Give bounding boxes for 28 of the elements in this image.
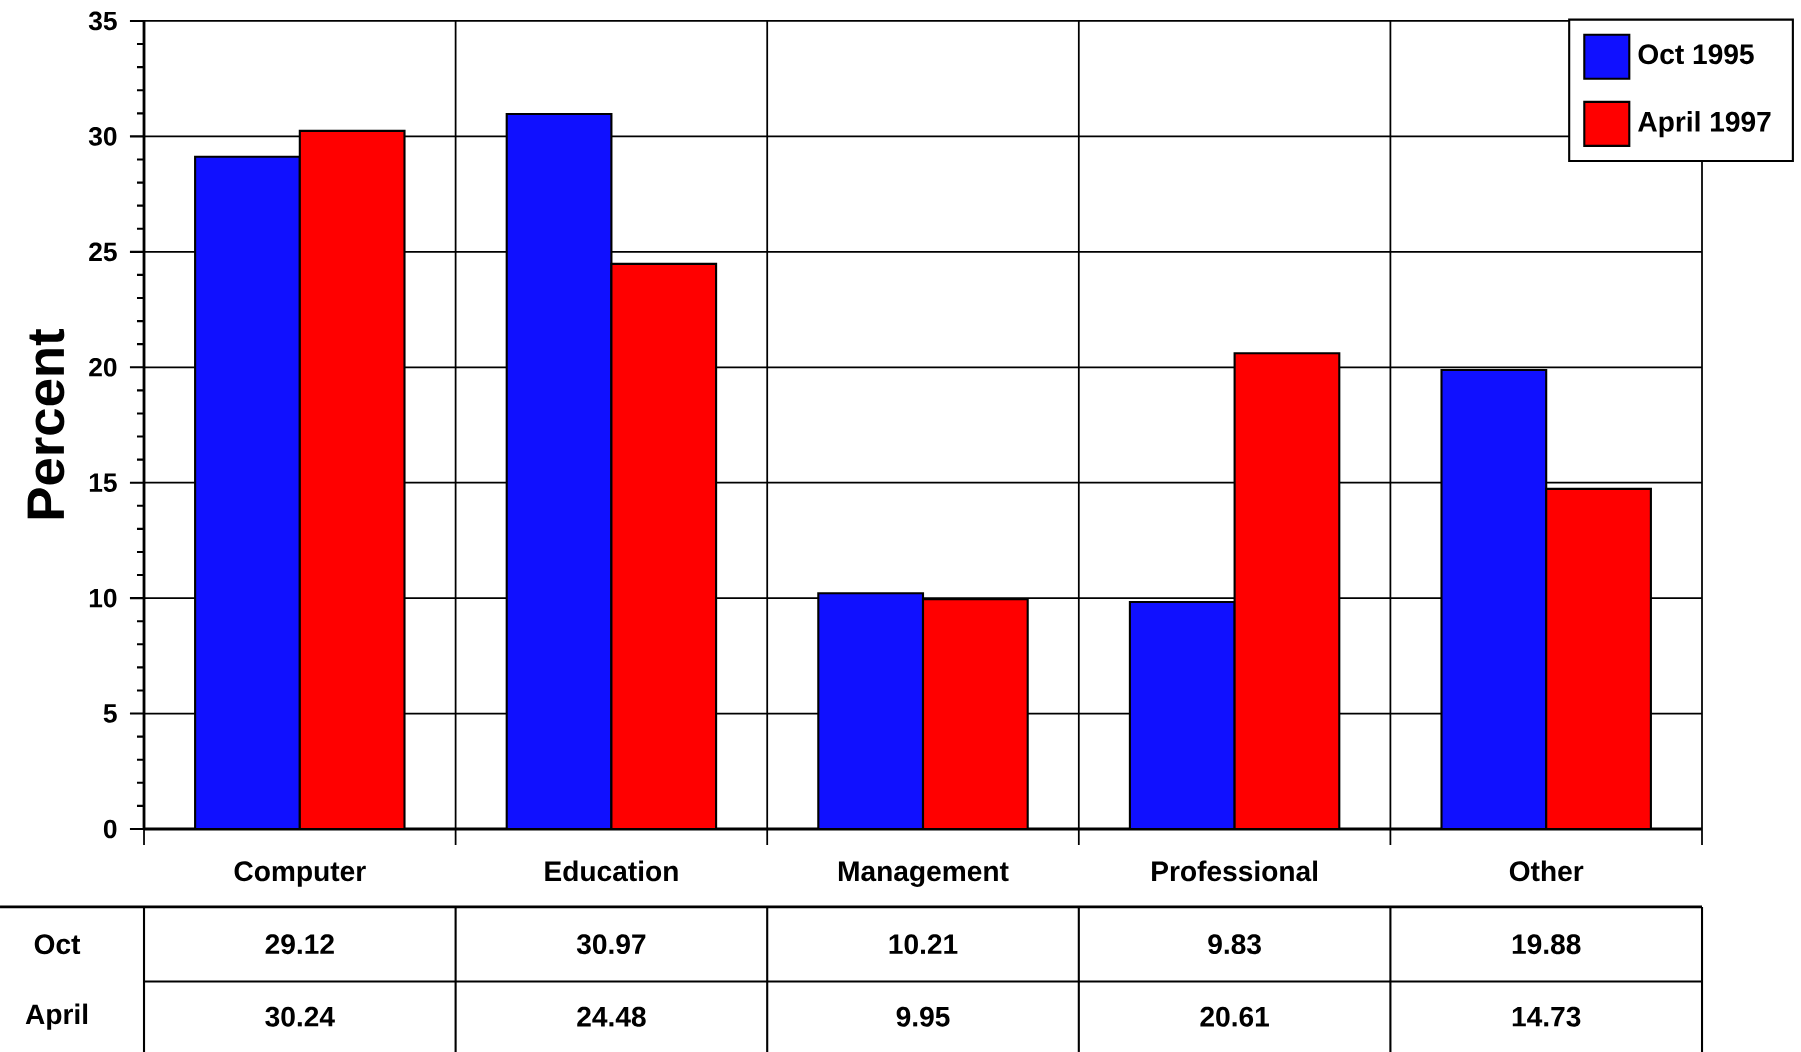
text: Oct (34, 934, 81, 955)
y-tick-label: 30 (88, 127, 117, 146)
data-label: 29.12 (265, 934, 334, 955)
text: April (25, 1003, 88, 1030)
data-label: 9.83 (1208, 934, 1261, 955)
y-tick-label: 25 (89, 242, 117, 262)
y-tick-label: 20 (89, 357, 117, 377)
y-tick-label: 15 (89, 473, 117, 492)
y-tick-label: 35 (88, 11, 117, 31)
data-label: 14.73 (1512, 1006, 1581, 1027)
x-tick-label: Other (1509, 860, 1584, 882)
legend-label: Oct 1995 (1638, 44, 1754, 65)
y-axis-title: Percent (27, 328, 65, 519)
x-tick-label: Professional (1152, 860, 1318, 882)
data-label: 19.88 (1512, 934, 1581, 955)
legend-label: April 1997 (1638, 111, 1771, 138)
data-label: 30.97 (576, 934, 646, 955)
x-tick-label: Management (838, 861, 1009, 887)
data-label: 20.61 (1200, 1006, 1269, 1027)
y-tick-label: 5 (103, 704, 117, 723)
y-tick-label: 10 (89, 588, 117, 608)
data-label: 9.95 (896, 1006, 950, 1027)
y-tick-label: 0 (103, 819, 117, 839)
data-label: 30.24 (265, 1006, 335, 1027)
data-label: 10.21 (889, 934, 958, 955)
x-tick-label: Computer (234, 861, 366, 887)
data-label: 24.48 (577, 1006, 646, 1027)
x-tick-label: Education (545, 860, 678, 882)
